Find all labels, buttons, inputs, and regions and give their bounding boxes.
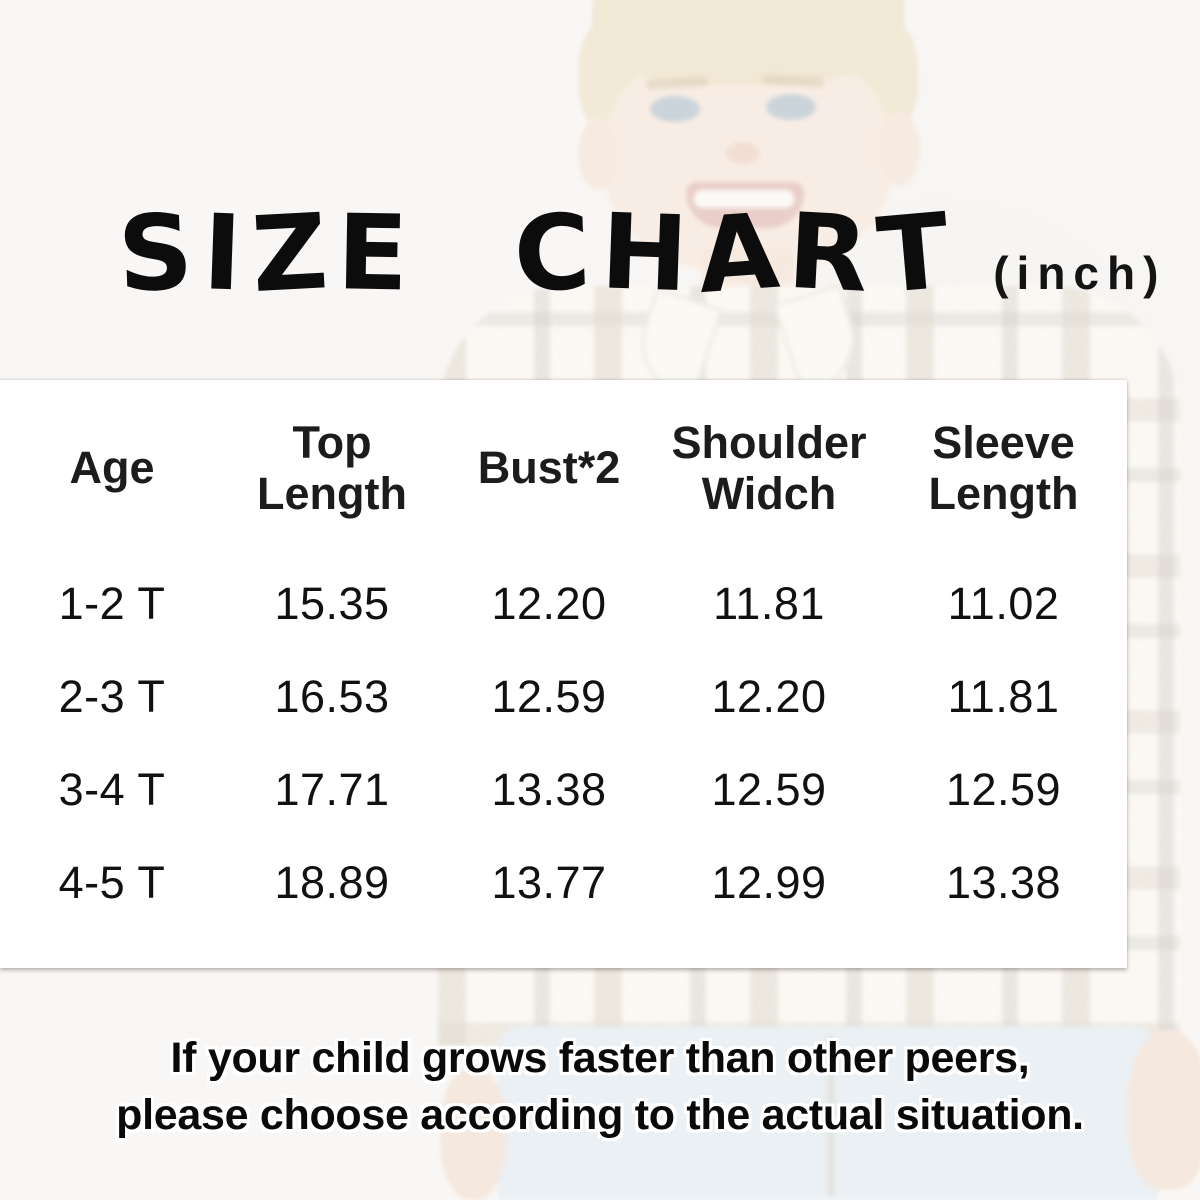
column-header-age: Age <box>69 442 155 494</box>
age-cell: 3-4 T <box>58 763 166 815</box>
shoulder-width-cell: 12.99 <box>711 856 827 908</box>
note-line-2: please choose according to the actual si… <box>116 1091 1084 1139</box>
sleeve-length-cell: 11.81 <box>947 670 1060 722</box>
bust-cell: 12.59 <box>491 670 607 722</box>
top-length-cell: 18.89 <box>274 856 390 908</box>
title-text: SIZE CHART <box>115 188 965 318</box>
column-header-sleeve-length: Sleeve Length <box>928 417 1079 519</box>
column-header-shoulder-width: Shoulder Widch <box>671 417 867 519</box>
bust-cell: 12.20 <box>491 577 607 629</box>
top-length-cell: 17.71 <box>274 763 390 815</box>
shoulder-width-cell: 12.20 <box>711 670 827 722</box>
age-cell: 2-3 T <box>58 670 166 722</box>
note-line-1: If your child grows faster than other pe… <box>170 1034 1030 1082</box>
shoulder-width-cell: 12.59 <box>711 763 827 815</box>
bust-cell: 13.77 <box>491 856 607 908</box>
age-cell: 4-5 T <box>58 856 166 908</box>
shoulder-width-cell: 11.81 <box>713 577 825 629</box>
bust-cell: 13.38 <box>491 763 607 815</box>
age-cell: 1-2 T <box>58 577 166 629</box>
column-header-top-length: Top Length <box>257 417 407 519</box>
column-header-bust: Bust*2 <box>477 442 621 494</box>
size-note: If your child grows faster than other pe… <box>0 1030 1200 1144</box>
sleeve-length-cell: 13.38 <box>945 856 1062 908</box>
unit-label: (inch) <box>993 247 1167 299</box>
sleeve-length-cell: 12.59 <box>945 763 1062 815</box>
size-table-panel: Age Top Length Bust*2 Shoulder Widch Sle… <box>0 380 1127 968</box>
size-table: Age Top Length Bust*2 Shoulder Widch Sle… <box>0 380 1127 929</box>
top-length-cell: 15.35 <box>274 577 390 629</box>
sleeve-length-cell: 11.02 <box>947 577 1060 629</box>
top-length-cell: 16.53 <box>274 670 390 722</box>
header: SIZE CHART (inch) <box>116 189 1167 318</box>
page-title: SIZE CHART <box>116 189 964 318</box>
